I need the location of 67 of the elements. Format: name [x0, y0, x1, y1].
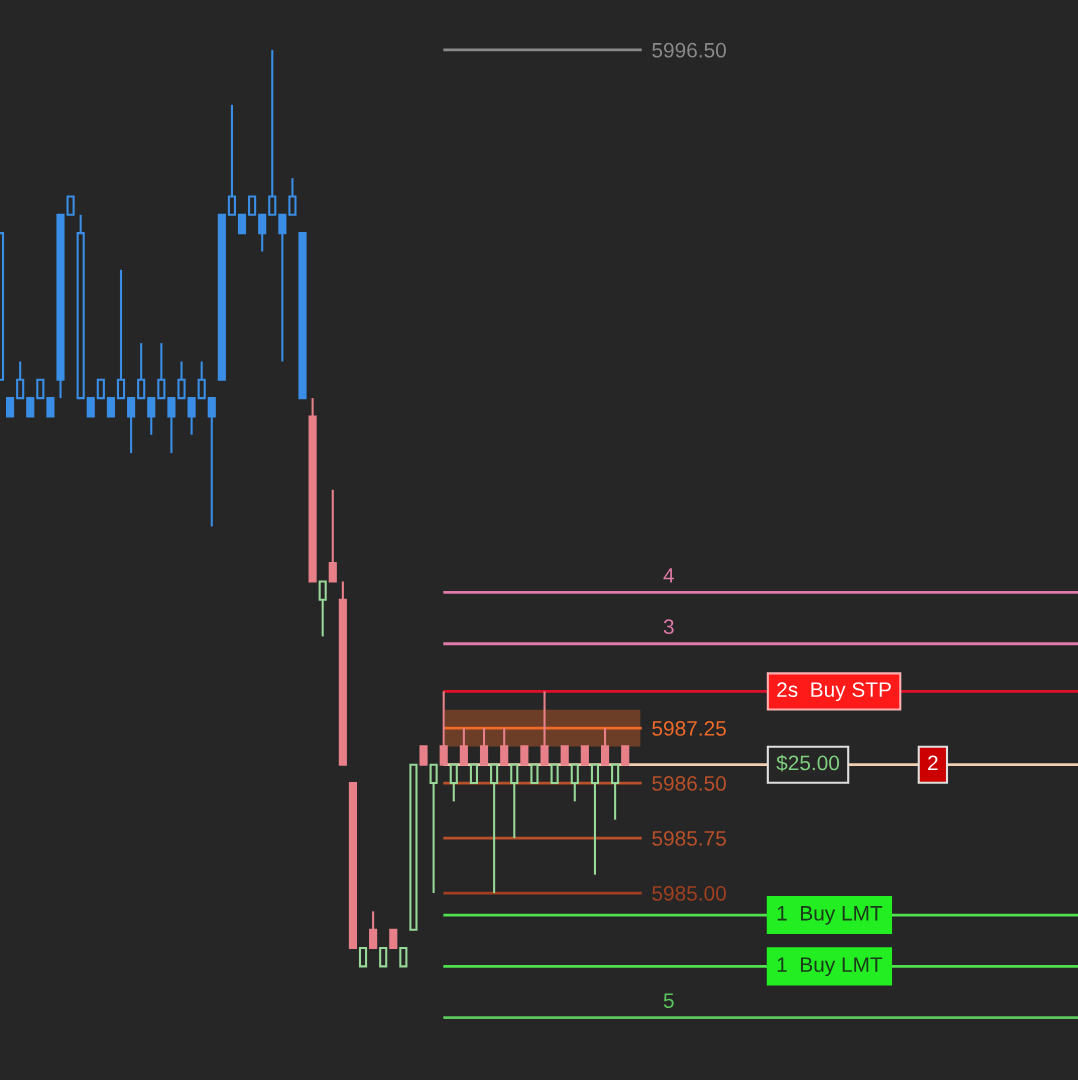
candlestick [147, 397, 156, 436]
annotation: 3 [663, 619, 674, 635]
annotation: 5 [663, 993, 674, 1008]
candlestick [106, 397, 115, 418]
annotation: 1 Buy LMT [777, 906, 883, 925]
candlestick [167, 397, 176, 455]
candlestick [510, 763, 519, 840]
candlestick [490, 763, 499, 895]
candlestick [520, 745, 529, 766]
annotation: 4 [663, 568, 674, 583]
y-tick-label: 5987.25 [652, 721, 726, 736]
candlestick [550, 763, 559, 785]
candlestick [449, 763, 458, 803]
candlestick [227, 103, 236, 216]
candlestick [116, 268, 126, 400]
candlestick [237, 213, 247, 235]
candlestick [459, 727, 468, 766]
candlestick [439, 690, 448, 766]
candlestick [207, 397, 216, 528]
candlestick [127, 397, 136, 455]
candlestick [278, 213, 287, 363]
candlestick [248, 195, 257, 216]
candlestick [268, 48, 277, 216]
candlestick [36, 378, 45, 400]
candlestick [369, 910, 378, 950]
y-tick-label: 5985.75 [652, 831, 726, 846]
candlestick [288, 177, 297, 216]
candlestick [16, 360, 25, 400]
candlestick [540, 690, 549, 766]
candlestick [318, 580, 327, 638]
candlestick [590, 763, 600, 876]
candlestick [570, 763, 579, 803]
candlestick [600, 727, 610, 766]
candlestick [530, 763, 539, 785]
candlestick [469, 763, 479, 785]
annotation: 1 Buy LMT [777, 957, 883, 977]
candlestick [379, 946, 388, 968]
candlestick [6, 397, 15, 418]
candlestick [611, 763, 620, 821]
candlestick [389, 928, 398, 950]
y-tick-label: 5985.00 [652, 886, 726, 901]
candlestick [419, 745, 428, 766]
candlestick [621, 745, 630, 766]
candlestick [399, 946, 408, 968]
candlestick [96, 378, 105, 400]
candlestick [177, 360, 186, 400]
candlestick [86, 397, 95, 418]
candlestick [46, 397, 55, 418]
y-tick-label: 5986.50 [652, 776, 726, 791]
candlestick [429, 763, 438, 895]
candlestick [258, 213, 267, 253]
candlestick [479, 727, 489, 766]
candlestick [358, 946, 368, 968]
candlestick [157, 342, 166, 400]
y-tick-label: 5996.50 [652, 42, 726, 58]
candlestick [580, 745, 589, 766]
candlestick [137, 342, 146, 400]
annotation: 2s Buy STP [777, 682, 891, 702]
candlestick [26, 397, 35, 418]
candlestick [66, 195, 75, 216]
candlestick [187, 397, 196, 436]
annotation: $25.00 [776, 754, 840, 772]
candlestick [328, 488, 337, 583]
candlestick [197, 360, 206, 400]
candlestick [560, 745, 569, 766]
annotation: 2 [928, 755, 938, 771]
candlestick [500, 727, 509, 766]
